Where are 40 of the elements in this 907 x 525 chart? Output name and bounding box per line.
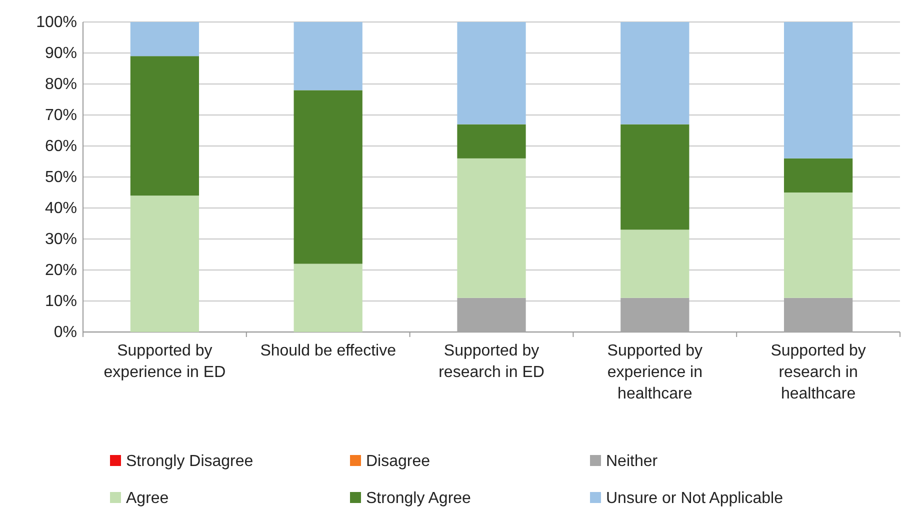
- y-tick-label: 30%: [44, 231, 77, 248]
- bar: [784, 192, 853, 298]
- x-tick-label: Supported by experience in healthcare: [607, 342, 702, 403]
- y-tick-label: 0%: [54, 324, 77, 342]
- bar: [130, 56, 200, 196]
- bar: [457, 298, 526, 332]
- legend-label: Strongly Disagree: [126, 453, 254, 470]
- bar: [294, 22, 362, 90]
- y-tick-label: 90%: [44, 45, 77, 62]
- bar: [294, 264, 362, 332]
- legend-label: Strongly Agree: [366, 490, 472, 507]
- bar: [620, 22, 690, 124]
- bar: [457, 158, 526, 298]
- bar: [294, 90, 362, 264]
- y-tick-label: 40%: [44, 200, 77, 218]
- bar: [130, 196, 200, 332]
- y-tick-label: 80%: [44, 76, 77, 94]
- legend-label: Disagree: [366, 453, 430, 470]
- y-tick-label: 100%: [36, 14, 77, 32]
- x-tick-label: Supported by research in ED: [438, 342, 544, 381]
- y-tick-label: 60%: [44, 138, 77, 156]
- x-tick-label: Should be effective: [260, 342, 396, 360]
- y-tick-label: 50%: [44, 169, 77, 186]
- x-tick-label: Supported by experience in ED: [104, 342, 226, 381]
- y-tick-label: 10%: [44, 293, 77, 310]
- y-tick-label: 20%: [44, 262, 77, 280]
- y-tick-label: 70%: [44, 107, 77, 124]
- bar: [784, 158, 853, 192]
- bar: [130, 22, 200, 56]
- bar: [620, 124, 690, 230]
- legend-label: Neither: [606, 453, 658, 470]
- bar: [457, 124, 526, 158]
- bar: [620, 230, 690, 298]
- legend-label: Unsure or Not Applicable: [606, 490, 784, 507]
- bar: [784, 298, 853, 332]
- bar: [457, 22, 526, 124]
- bar: [620, 298, 690, 332]
- legend-label: Agree: [126, 490, 169, 507]
- bar: [784, 22, 853, 158]
- x-tick-label: Supported by research in healthcare: [770, 342, 866, 403]
